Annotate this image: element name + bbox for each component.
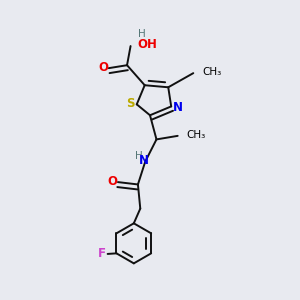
Text: H: H (138, 29, 146, 39)
Text: CH₃: CH₃ (202, 67, 221, 77)
Text: H: H (135, 152, 143, 161)
Text: CH₃: CH₃ (187, 130, 206, 140)
Text: S: S (126, 97, 134, 110)
Text: F: F (98, 247, 106, 260)
Text: N: N (173, 101, 183, 114)
Text: O: O (107, 175, 117, 188)
Text: N: N (139, 154, 149, 167)
Text: O: O (98, 61, 108, 74)
Text: OH: OH (138, 38, 158, 51)
